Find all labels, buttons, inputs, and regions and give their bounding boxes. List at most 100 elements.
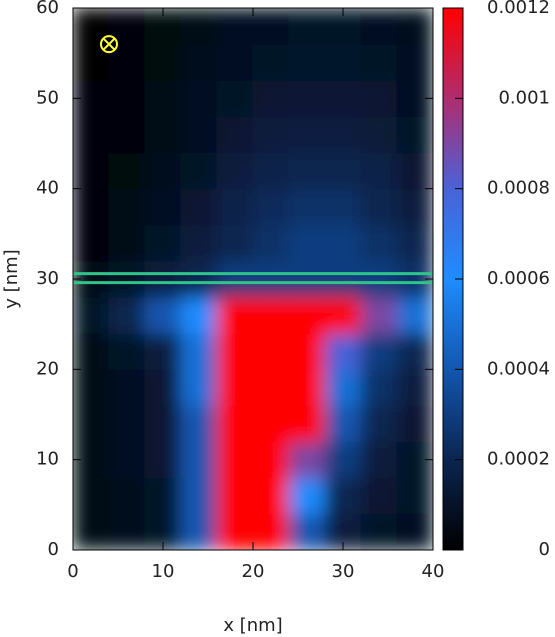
heat-cell xyxy=(144,152,182,190)
heat-cell xyxy=(216,188,254,226)
heat-cell xyxy=(252,115,290,154)
heat-cell xyxy=(108,296,146,334)
heat-cell xyxy=(216,513,254,550)
heat-cell xyxy=(252,224,290,262)
heat-cell xyxy=(252,43,290,81)
heat-cell xyxy=(396,115,433,154)
y-tick-label: 40 xyxy=(36,178,59,199)
heat-cell xyxy=(288,188,326,226)
x-tick-label: 10 xyxy=(152,561,175,582)
heat-cell xyxy=(144,477,182,515)
heat-cell xyxy=(288,152,326,190)
heat-cell xyxy=(73,477,110,515)
heat-cell xyxy=(108,115,146,154)
x-tick-label: 0 xyxy=(67,561,78,582)
marker-circle xyxy=(100,35,118,54)
colorbar-tick-label: 0.0006 xyxy=(487,268,550,289)
heat-cell xyxy=(180,477,218,515)
y-tick-label: 60 xyxy=(36,0,59,18)
heat-cell xyxy=(288,79,326,117)
marker-cross xyxy=(102,37,116,51)
heat-cell xyxy=(396,224,433,262)
x-tick-label: 20 xyxy=(242,561,265,582)
heat-cell xyxy=(144,441,182,479)
heat-cell xyxy=(324,152,362,190)
heat-cell xyxy=(180,79,218,117)
heat-cell xyxy=(252,152,290,190)
colorbar-tick-label: 0.0004 xyxy=(487,358,550,379)
heat-cell xyxy=(216,79,254,117)
heat-cell xyxy=(324,224,362,262)
heat-cell xyxy=(216,404,254,443)
heat-cell xyxy=(180,441,218,479)
heat-cell xyxy=(216,224,254,262)
heat-cell xyxy=(324,43,362,81)
heat-cell xyxy=(180,368,218,406)
heat-cell xyxy=(360,404,398,443)
heat-cell xyxy=(108,188,146,226)
heat-cell xyxy=(396,152,433,190)
heat-cell xyxy=(180,152,218,190)
heat-cell xyxy=(324,332,362,370)
heat-cell xyxy=(360,79,398,117)
heat-cell xyxy=(288,260,326,298)
heat-cell xyxy=(144,404,182,443)
overlay xyxy=(73,35,433,285)
y-tick-label: 20 xyxy=(36,358,59,379)
heat-cell xyxy=(252,260,290,298)
heat-cell xyxy=(216,332,254,370)
heat-cell xyxy=(396,43,433,81)
heat-cell xyxy=(144,79,182,117)
heat-cell xyxy=(360,441,398,479)
heat-cell xyxy=(324,441,362,479)
heat-cell xyxy=(144,296,182,334)
heat-cell xyxy=(216,296,254,334)
heat-cell xyxy=(396,188,433,226)
heat-cell xyxy=(144,368,182,406)
heat-cell xyxy=(108,152,146,190)
heat-cell xyxy=(180,8,218,45)
heat-cell xyxy=(108,404,146,443)
heat-cell xyxy=(360,152,398,190)
heat-cell xyxy=(73,296,110,334)
field-marker xyxy=(100,35,118,54)
heat-cell xyxy=(396,513,433,550)
heat-cell xyxy=(108,79,146,117)
y-tick-label: 10 xyxy=(36,449,59,470)
heat-cell xyxy=(216,260,254,298)
heat-cell xyxy=(288,368,326,406)
heat-cell xyxy=(108,260,146,298)
heat-cell xyxy=(108,441,146,479)
heat-cell xyxy=(360,188,398,226)
heat-cell xyxy=(396,8,433,45)
heat-cell xyxy=(180,513,218,550)
heat-cell xyxy=(73,188,110,226)
heat-cell xyxy=(324,368,362,406)
heatmap xyxy=(73,8,433,550)
colorbar-tick-label: 0.0012 xyxy=(487,0,550,18)
heat-cell xyxy=(360,43,398,81)
heat-cell xyxy=(324,296,362,334)
heat-cell xyxy=(108,368,146,406)
heat-cell xyxy=(288,8,326,45)
heat-cell xyxy=(252,368,290,406)
y-tick-label: 0 xyxy=(48,539,59,560)
heat-cell xyxy=(288,43,326,81)
heat-cell xyxy=(180,43,218,81)
heat-cell xyxy=(180,332,218,370)
heat-cell xyxy=(216,43,254,81)
heat-cell xyxy=(180,188,218,226)
heat-cell xyxy=(288,404,326,443)
heat-cell xyxy=(144,332,182,370)
x-tick-label: 40 xyxy=(422,561,445,582)
heat-cell xyxy=(73,368,110,406)
heat-cell xyxy=(252,404,290,443)
x-axis-label: x [nm] xyxy=(223,615,282,636)
heat-cell xyxy=(288,115,326,154)
heat-cell xyxy=(144,115,182,154)
heat-cell xyxy=(324,260,362,298)
heatmap-area xyxy=(73,8,433,550)
heat-cell xyxy=(288,513,326,550)
colorbar-tick-label: 0 xyxy=(539,539,550,560)
